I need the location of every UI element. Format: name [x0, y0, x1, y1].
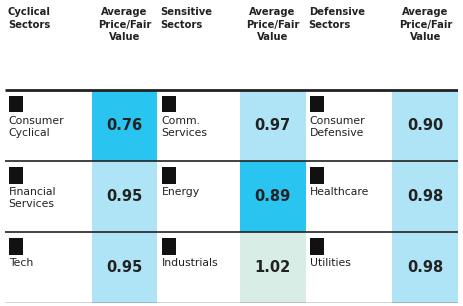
Bar: [310, 238, 324, 255]
Bar: [5, 90, 92, 161]
Text: 1.02: 1.02: [254, 260, 291, 275]
Bar: [306, 232, 393, 303]
Bar: [92, 90, 157, 161]
Bar: [9, 167, 23, 184]
Bar: [5, 232, 92, 303]
Text: 0.90: 0.90: [407, 118, 444, 133]
Bar: [9, 96, 23, 112]
Bar: [239, 90, 306, 161]
Bar: [157, 161, 239, 232]
Bar: [393, 90, 458, 161]
Text: 0.97: 0.97: [255, 118, 291, 133]
Text: Financial
Services: Financial Services: [9, 187, 56, 209]
Bar: [92, 232, 157, 303]
Bar: [9, 238, 23, 255]
Bar: [306, 161, 393, 232]
Text: 0.98: 0.98: [407, 260, 444, 275]
Bar: [162, 238, 176, 255]
Text: 0.95: 0.95: [106, 260, 143, 275]
Text: Defensive
Sectors: Defensive Sectors: [309, 7, 365, 29]
Bar: [162, 96, 176, 112]
Text: Energy: Energy: [162, 187, 200, 197]
Bar: [310, 96, 324, 112]
Bar: [5, 161, 92, 232]
Text: Healthcare: Healthcare: [310, 187, 369, 197]
Text: 0.76: 0.76: [106, 118, 143, 133]
Text: Sensitive
Sectors: Sensitive Sectors: [161, 7, 213, 29]
Text: Average
Price/Fair
Value: Average Price/Fair Value: [399, 7, 452, 42]
Text: Utilities: Utilities: [310, 258, 350, 268]
Text: Consumer
Defensive: Consumer Defensive: [310, 116, 365, 138]
Text: Cyclical
Sectors: Cyclical Sectors: [8, 7, 51, 29]
Bar: [393, 232, 458, 303]
Text: Average
Price/Fair
Value: Average Price/Fair Value: [246, 7, 299, 42]
Text: Average
Price/Fair
Value: Average Price/Fair Value: [98, 7, 151, 42]
Text: Industrials: Industrials: [162, 258, 218, 268]
Text: 0.89: 0.89: [254, 189, 291, 204]
Bar: [306, 90, 393, 161]
Text: 0.98: 0.98: [407, 189, 444, 204]
Bar: [239, 161, 306, 232]
Text: Tech: Tech: [9, 258, 33, 268]
Text: 0.95: 0.95: [106, 189, 143, 204]
Text: Consumer
Cyclical: Consumer Cyclical: [9, 116, 64, 138]
Text: Comm.
Services: Comm. Services: [162, 116, 207, 138]
Bar: [92, 161, 157, 232]
Bar: [310, 167, 324, 184]
Bar: [162, 167, 176, 184]
Bar: [157, 232, 239, 303]
Bar: [157, 90, 239, 161]
Bar: [393, 161, 458, 232]
Bar: [239, 232, 306, 303]
